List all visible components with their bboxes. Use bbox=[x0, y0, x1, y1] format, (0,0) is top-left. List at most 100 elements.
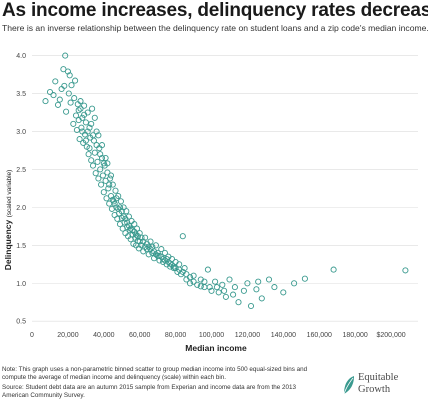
data-point bbox=[181, 265, 188, 272]
data-point bbox=[122, 215, 129, 222]
data-point bbox=[226, 276, 233, 283]
data-point bbox=[65, 90, 72, 97]
data-point bbox=[85, 151, 92, 158]
data-point bbox=[219, 281, 226, 288]
logo-line-2: Growth bbox=[358, 384, 391, 395]
data-point bbox=[109, 181, 116, 188]
data-point bbox=[161, 249, 168, 256]
data-point bbox=[151, 248, 158, 255]
y-axis-label-note: (scaled variable) bbox=[6, 170, 13, 218]
chart-source: Source: Student debt data are an autumn … bbox=[2, 384, 297, 400]
y-tick-label: 0.5 bbox=[16, 319, 26, 326]
data-point bbox=[183, 271, 190, 278]
data-point bbox=[235, 299, 242, 306]
data-point bbox=[163, 255, 170, 263]
data-point bbox=[93, 128, 100, 135]
data-point bbox=[247, 302, 255, 310]
y-axis-ticks: 0.5 1.0 1.5 2.0 2.5 3.0 3.5 4.0 bbox=[16, 53, 26, 326]
data-point bbox=[94, 158, 101, 165]
data-point bbox=[46, 88, 54, 96]
data-point bbox=[86, 124, 93, 131]
y-tick-label: 3.5 bbox=[16, 91, 26, 98]
data-point bbox=[99, 172, 106, 179]
data-point bbox=[67, 99, 74, 106]
equitable-growth-logo: Equitable Growth bbox=[342, 370, 418, 404]
data-point bbox=[136, 238, 143, 245]
data-point bbox=[91, 149, 98, 156]
data-point bbox=[197, 283, 204, 290]
data-point bbox=[230, 291, 237, 298]
data-point bbox=[133, 231, 140, 238]
data-point bbox=[165, 258, 172, 266]
data-point bbox=[167, 260, 174, 267]
data-point bbox=[124, 219, 131, 226]
data-point bbox=[100, 160, 107, 167]
data-point bbox=[152, 242, 159, 249]
data-point bbox=[113, 195, 120, 202]
data-point bbox=[72, 112, 80, 119]
data-point bbox=[142, 234, 149, 241]
data-point bbox=[131, 221, 138, 228]
data-point bbox=[98, 181, 105, 188]
gridlines bbox=[32, 55, 418, 322]
x-tick-label: 140,000 bbox=[271, 332, 296, 339]
data-point bbox=[123, 208, 130, 215]
data-point bbox=[125, 222, 132, 229]
data-point bbox=[158, 246, 165, 253]
data-point bbox=[95, 132, 102, 139]
data-point bbox=[63, 108, 70, 115]
data-point bbox=[42, 98, 49, 105]
data-point bbox=[97, 166, 104, 173]
data-point bbox=[88, 157, 95, 164]
chart-note: Note: This graph uses a non-parametric b… bbox=[2, 366, 308, 382]
data-point bbox=[402, 267, 409, 274]
data-point bbox=[190, 278, 197, 285]
chart-subtitle: There is an inverse relationship between… bbox=[2, 23, 428, 33]
data-point bbox=[201, 284, 208, 291]
data-point bbox=[106, 181, 113, 188]
data-point bbox=[213, 284, 220, 291]
data-point bbox=[84, 128, 91, 135]
data-point bbox=[154, 249, 161, 256]
data-point bbox=[112, 187, 119, 194]
data-point bbox=[84, 109, 91, 116]
data-point bbox=[86, 145, 93, 152]
data-point bbox=[76, 136, 83, 143]
y-tick-label: 2.5 bbox=[16, 167, 26, 174]
x-tick-label: 120,000 bbox=[235, 332, 260, 339]
data-point bbox=[160, 255, 167, 263]
data-point bbox=[116, 204, 124, 211]
data-point bbox=[89, 162, 97, 169]
data-point bbox=[82, 119, 89, 126]
data-point bbox=[102, 154, 109, 162]
data-point bbox=[280, 289, 287, 296]
leaf-icon bbox=[343, 376, 354, 395]
data-point bbox=[82, 137, 89, 144]
data-point bbox=[114, 215, 121, 222]
data-point bbox=[186, 280, 194, 287]
data-point bbox=[143, 240, 150, 247]
data-point bbox=[161, 257, 168, 264]
x-tick-label: 0 bbox=[30, 332, 34, 339]
data-point bbox=[70, 120, 77, 127]
data-point bbox=[50, 92, 57, 99]
data-point bbox=[330, 266, 337, 273]
data-point bbox=[61, 82, 68, 89]
data-point bbox=[92, 170, 99, 177]
data-point bbox=[179, 233, 186, 240]
data-point bbox=[190, 272, 197, 279]
data-point bbox=[152, 251, 159, 258]
data-point bbox=[68, 82, 75, 89]
data-point bbox=[77, 105, 84, 112]
data-point bbox=[54, 101, 62, 108]
x-tick-label: 100,000 bbox=[199, 332, 224, 339]
data-point bbox=[98, 154, 106, 162]
data-point bbox=[204, 266, 211, 273]
data-point bbox=[208, 287, 215, 294]
y-tick-label: 2.0 bbox=[16, 205, 26, 212]
data-point bbox=[206, 284, 213, 291]
data-point bbox=[170, 263, 177, 270]
x-tick-label: 20,000 bbox=[57, 332, 79, 339]
data-point bbox=[212, 278, 219, 285]
data-point bbox=[78, 124, 85, 131]
